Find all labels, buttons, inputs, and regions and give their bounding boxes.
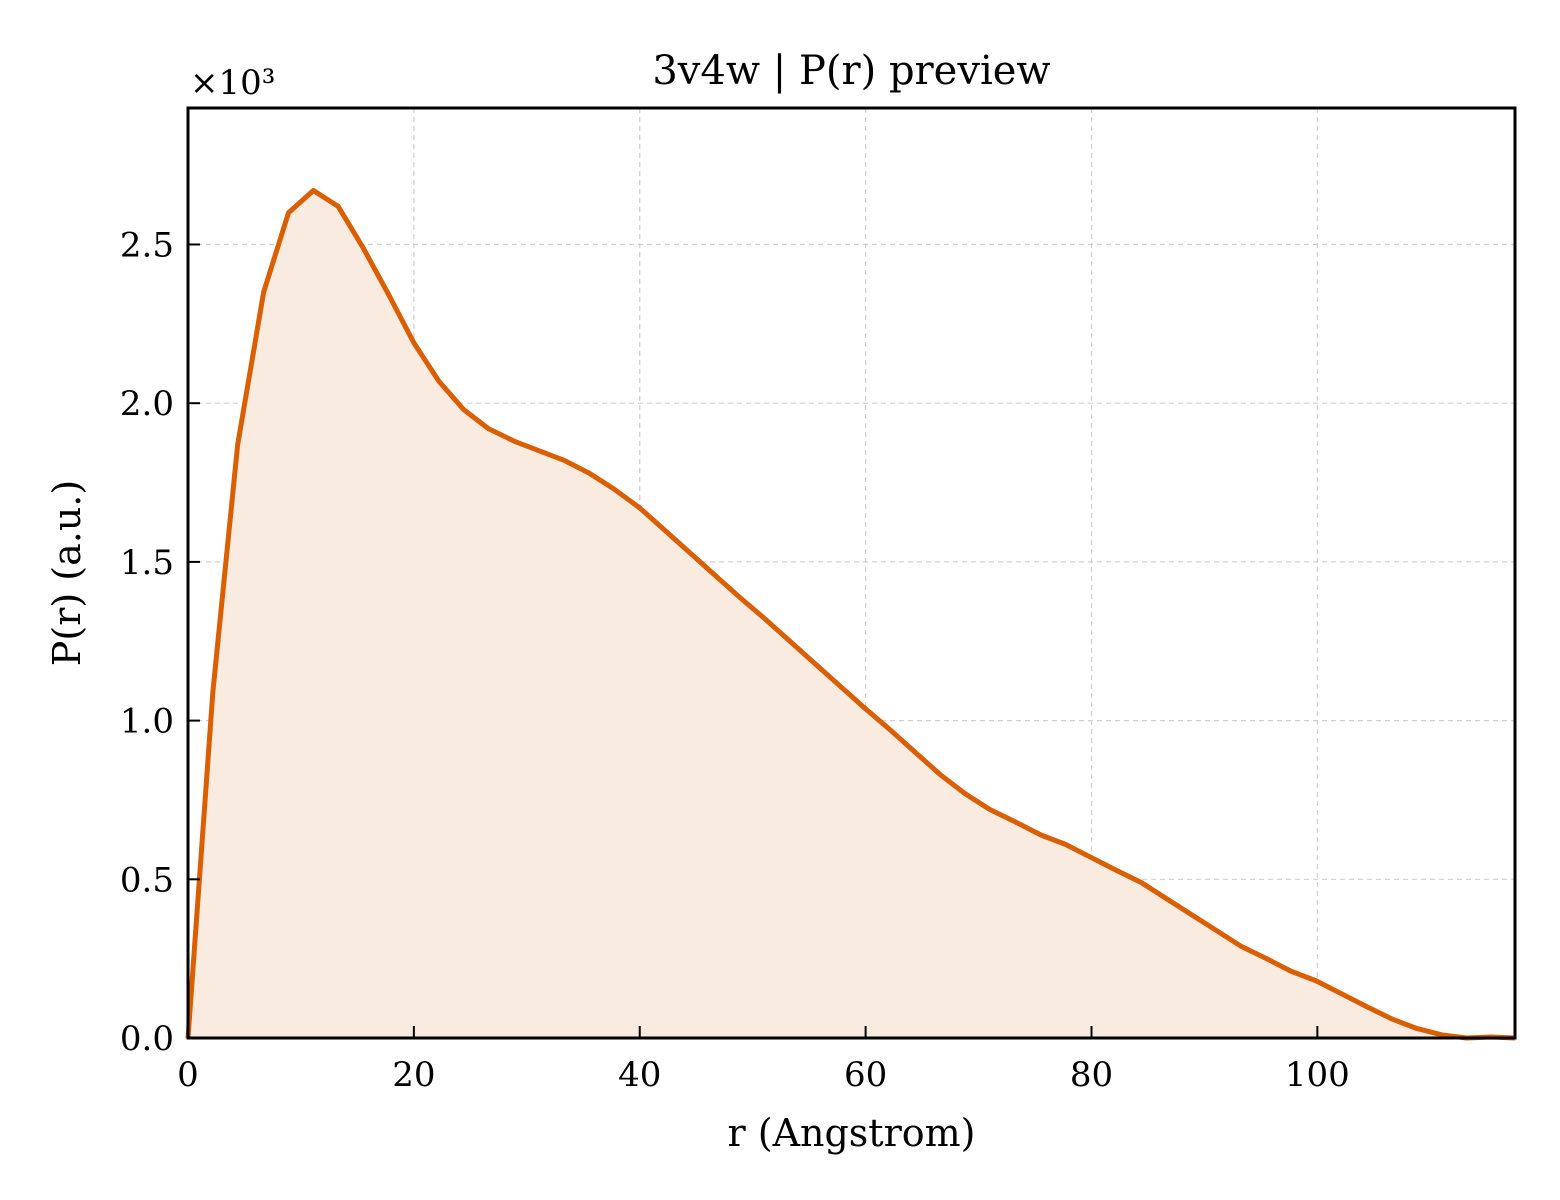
axis-ticks: 0 20 40 60 80 100 0.0 0.5 1.0 1.5 2.0 2.5 <box>120 225 1350 1095</box>
x-tick-label: 80 <box>1070 1055 1113 1095</box>
y-tick-label: 1.5 <box>120 543 174 583</box>
x-axis-label: r (Angstrom) <box>728 1111 976 1155</box>
x-tick-label: 40 <box>618 1055 661 1095</box>
y-tick-label: 0.5 <box>120 860 174 900</box>
chart-title: 3v4w | P(r) preview <box>652 48 1050 94</box>
y-axis-label: P(r) (a.u.) <box>45 480 89 666</box>
y-tick-label: 1.0 <box>120 702 174 742</box>
y-scale-multiplier: ×10³ <box>190 63 275 103</box>
x-tick-label: 0 <box>177 1055 199 1095</box>
y-tick-label: 2.5 <box>120 225 174 265</box>
y-tick-label: 0.0 <box>120 1019 174 1059</box>
x-tick-label: 60 <box>844 1055 887 1095</box>
y-tick-label: 2.0 <box>120 384 174 424</box>
x-tick-label: 100 <box>1285 1055 1350 1095</box>
area-fill <box>188 190 1515 1038</box>
plot-frame <box>186 106 1517 1040</box>
x-tick-label: 20 <box>392 1055 435 1095</box>
pr-curve-line <box>185 188 1516 1041</box>
